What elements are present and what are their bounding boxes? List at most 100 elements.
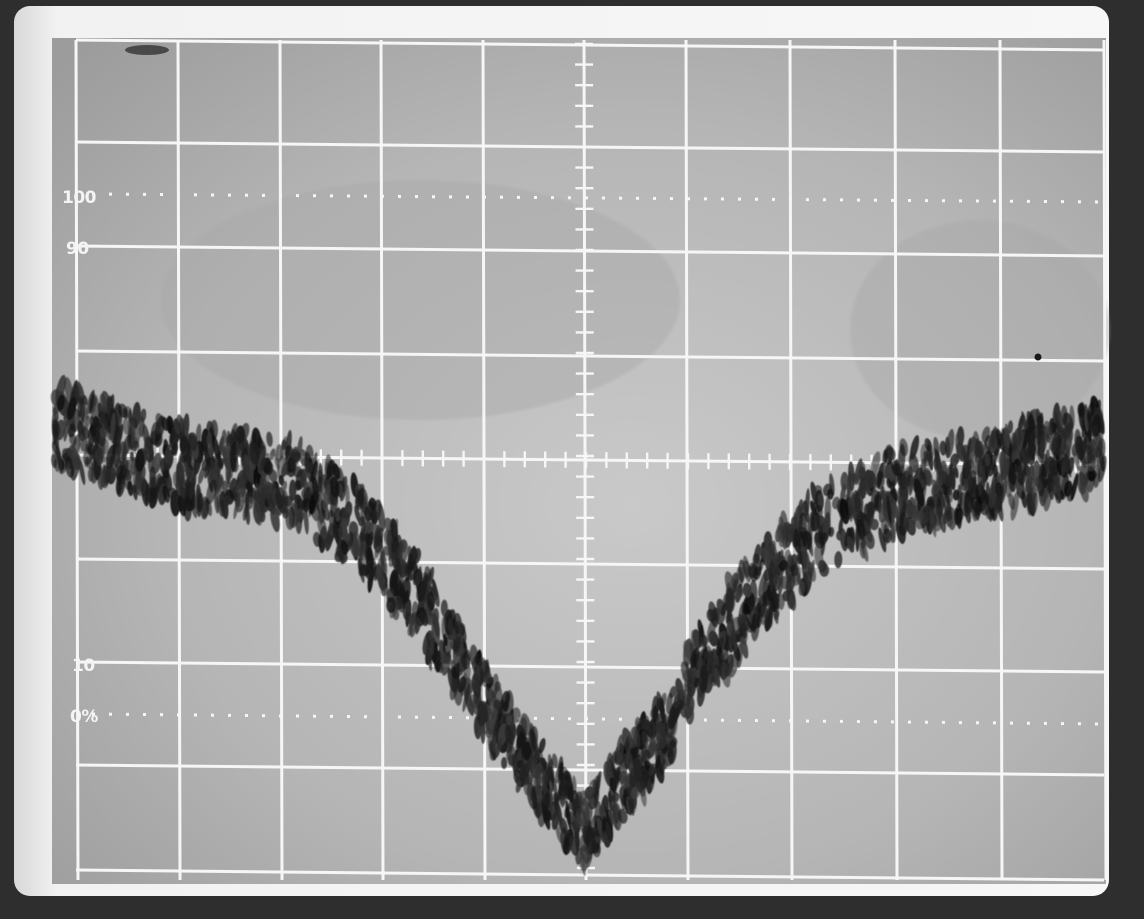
- trace-blob: [939, 440, 947, 456]
- trace-blob: [977, 468, 983, 498]
- trace-blob: [201, 499, 210, 518]
- trace-blob: [490, 673, 499, 699]
- trace-blob: [703, 650, 714, 662]
- trace-blob: [1031, 492, 1038, 515]
- trace-blob: [162, 484, 170, 503]
- trace-blob: [905, 466, 914, 478]
- trace-blob: [312, 476, 320, 503]
- trace-blob: [266, 431, 273, 447]
- trace-blob: [504, 724, 514, 745]
- trace-blob: [340, 539, 349, 555]
- trace-blob: [725, 587, 735, 614]
- trace-blob: [631, 726, 641, 748]
- trace-blob: [390, 518, 398, 543]
- trace-blob: [558, 761, 564, 790]
- trace-blob: [204, 457, 211, 479]
- trace-blob: [527, 753, 534, 772]
- trace-blob: [95, 447, 104, 467]
- trace-blob: [408, 548, 419, 563]
- trace-blob: [118, 441, 128, 466]
- trace-blob: [488, 706, 497, 735]
- trace-blob: [878, 527, 887, 553]
- trace-blob: [149, 430, 159, 445]
- trace-blob: [55, 443, 63, 473]
- trace-blob: [974, 439, 982, 468]
- trace-blob: [99, 427, 108, 439]
- trace-blob: [1087, 469, 1097, 481]
- trace-blob: [600, 831, 608, 843]
- trace-blob: [1007, 420, 1014, 434]
- trace-blob: [541, 794, 547, 807]
- trace-blob: [542, 809, 552, 822]
- trace-blob: [810, 500, 817, 516]
- trace-blob: [268, 468, 278, 483]
- trace-blob: [429, 639, 435, 656]
- trace-blob: [1002, 433, 1010, 455]
- trace-blob: [738, 559, 746, 583]
- trace-blob: [338, 467, 345, 493]
- trace-blob: [1022, 426, 1031, 450]
- trace-blob: [891, 460, 902, 477]
- trace-blob: [963, 478, 969, 490]
- trace-blob: [970, 476, 977, 503]
- trace-blob: [848, 461, 855, 491]
- trace-blob: [655, 722, 666, 734]
- trace-blob: [259, 456, 266, 472]
- trace-blob: [407, 624, 413, 637]
- trace-blob: [836, 530, 844, 541]
- trace-blob: [754, 543, 761, 565]
- trace-blob: [281, 439, 287, 450]
- trace-blob: [1028, 430, 1036, 458]
- trace-blob: [628, 798, 635, 816]
- graticule-hline: [75, 349, 1105, 363]
- trace-blob: [934, 455, 942, 477]
- trace-blob: [832, 496, 841, 510]
- trace-blob: [899, 500, 907, 529]
- trace-blob: [897, 495, 904, 506]
- trace-blob: [431, 608, 440, 627]
- trace-blob: [626, 751, 634, 775]
- trace-blob: [859, 541, 866, 559]
- trace-blob: [89, 416, 97, 437]
- trace-blob: [884, 444, 894, 465]
- trace-blob: [146, 440, 153, 454]
- trace-blob: [317, 475, 322, 493]
- trace-blob: [735, 583, 743, 603]
- trace-blob: [764, 606, 773, 632]
- trace-blob: [118, 403, 128, 418]
- trace-blob: [281, 462, 289, 478]
- trace-blob: [886, 478, 892, 489]
- screen-shading: [160, 180, 680, 420]
- trace-blob: [171, 443, 179, 456]
- trace-blob: [1072, 449, 1081, 471]
- trace-blob: [396, 595, 405, 613]
- trace-blob: [500, 690, 511, 709]
- trace-blob: [943, 494, 952, 520]
- trace-blob: [334, 549, 344, 563]
- trace-blob: [601, 816, 607, 837]
- trace-blob: [778, 516, 787, 541]
- trace-blob: [478, 700, 489, 723]
- trace-blob: [798, 512, 807, 541]
- trace-blob: [127, 480, 134, 497]
- trace-blob: [685, 661, 692, 686]
- trace-blob: [462, 683, 470, 713]
- trace-blob: [221, 429, 227, 445]
- trace-blob: [866, 472, 876, 489]
- trace-blob: [302, 498, 311, 511]
- trace-blob: [495, 737, 503, 758]
- graticule-hline: [75, 763, 1105, 777]
- trace-blob: [793, 528, 801, 554]
- trace-blob: [773, 609, 780, 620]
- trace-blob: [386, 597, 396, 613]
- trace-blob: [99, 393, 107, 410]
- trace-blob: [310, 460, 318, 483]
- trace-blob: [344, 501, 353, 519]
- trace-blob: [675, 678, 684, 698]
- trace-blob: [1037, 412, 1044, 437]
- trace-blob: [612, 802, 620, 824]
- trace-blob: [176, 414, 185, 434]
- trace-blob: [432, 585, 440, 607]
- trace-blob: [1047, 473, 1055, 501]
- trace-blob: [457, 675, 467, 693]
